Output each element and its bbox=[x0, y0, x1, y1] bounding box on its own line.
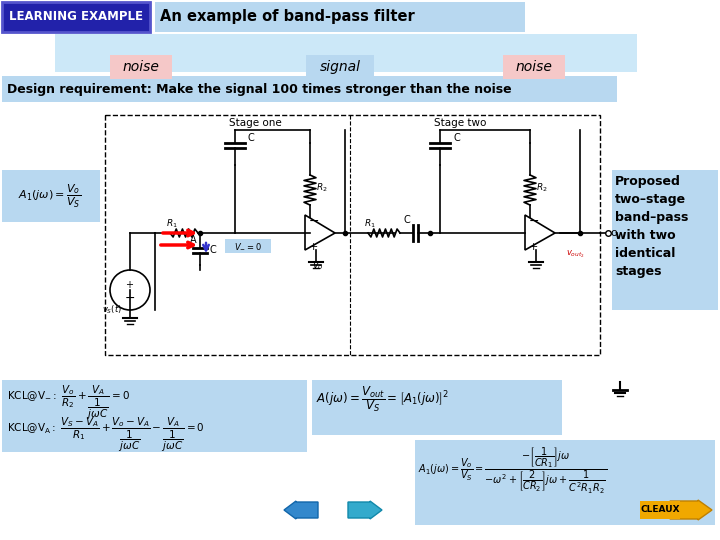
Text: A: A bbox=[189, 235, 197, 245]
Text: $A_1(j\omega)=\dfrac{V_o}{V_S}=\dfrac{-\left[\dfrac{1}{CR_1}\right]j\omega}{-\om: $A_1(j\omega)=\dfrac{V_o}{V_S}=\dfrac{-\… bbox=[418, 445, 607, 496]
Text: $\mathrm{KCL@V_A:}\ \dfrac{V_S-V_A}{R_1}+\dfrac{V_o-V_A}{\dfrac{1}{j\omega C}}-\: $\mathrm{KCL@V_A:}\ \dfrac{V_S-V_A}{R_1}… bbox=[7, 416, 204, 454]
Text: C: C bbox=[248, 133, 255, 143]
Text: $-$: $-$ bbox=[125, 291, 135, 303]
Text: $A(j\omega)=\dfrac{V_{out}}{V_S}=\left[A_1(j\omega)\right]^2$: $A(j\omega)=\dfrac{V_{out}}{V_S}=\left[A… bbox=[316, 384, 449, 414]
Text: o: o bbox=[610, 228, 617, 238]
FancyArrow shape bbox=[348, 501, 382, 519]
Text: $-$: $-$ bbox=[528, 213, 539, 226]
FancyBboxPatch shape bbox=[503, 55, 565, 79]
FancyBboxPatch shape bbox=[640, 501, 680, 519]
Text: $v_o$: $v_o$ bbox=[312, 260, 324, 272]
Text: noise: noise bbox=[122, 60, 159, 74]
Text: $R_1$: $R_1$ bbox=[364, 218, 376, 230]
Text: $v_S(t)$: $v_S(t)$ bbox=[102, 303, 122, 316]
Text: $R_2$: $R_2$ bbox=[536, 182, 548, 194]
Text: $\mathrm{KCL@V_{-}:}\ \dfrac{V_o}{R_2}+\dfrac{V_A}{\dfrac{1}{j\omega C}}=0$: $\mathrm{KCL@V_{-}:}\ \dfrac{V_o}{R_2}+\… bbox=[7, 384, 130, 422]
Text: LEARNING EXAMPLE: LEARNING EXAMPLE bbox=[9, 10, 143, 24]
Text: Proposed
two–stage
band–pass
with two
identical
stages: Proposed two–stage band–pass with two id… bbox=[615, 175, 688, 278]
FancyBboxPatch shape bbox=[2, 170, 100, 222]
Text: $+$: $+$ bbox=[308, 240, 318, 252]
Text: C: C bbox=[210, 245, 217, 255]
FancyArrow shape bbox=[670, 500, 712, 520]
FancyBboxPatch shape bbox=[110, 55, 172, 79]
FancyBboxPatch shape bbox=[2, 380, 307, 452]
Text: Stage two: Stage two bbox=[434, 118, 486, 128]
FancyArrow shape bbox=[284, 501, 318, 519]
Text: An example of band-pass filter: An example of band-pass filter bbox=[160, 10, 415, 24]
Text: Design requirement: Make the signal 100 times stronger than the noise: Design requirement: Make the signal 100 … bbox=[7, 83, 512, 96]
Text: Stage one: Stage one bbox=[229, 118, 282, 128]
Text: $R_2$: $R_2$ bbox=[316, 182, 328, 194]
Text: $+$: $+$ bbox=[528, 240, 538, 252]
Text: $+$: $+$ bbox=[125, 280, 135, 291]
Text: C: C bbox=[453, 133, 460, 143]
Text: signal: signal bbox=[320, 60, 361, 74]
Text: $V_{-}=0$: $V_{-}=0$ bbox=[234, 241, 262, 251]
FancyBboxPatch shape bbox=[2, 76, 617, 102]
Text: $-$: $-$ bbox=[308, 213, 319, 226]
FancyBboxPatch shape bbox=[155, 2, 525, 32]
FancyBboxPatch shape bbox=[312, 380, 562, 435]
Text: CLEAUX: CLEAUX bbox=[640, 505, 680, 515]
FancyBboxPatch shape bbox=[55, 34, 637, 72]
Text: $A_1(j\omega)=\dfrac{V_o}{V_S}$: $A_1(j\omega)=\dfrac{V_o}{V_S}$ bbox=[19, 183, 81, 210]
FancyBboxPatch shape bbox=[306, 55, 374, 79]
FancyBboxPatch shape bbox=[0, 104, 720, 379]
FancyBboxPatch shape bbox=[415, 440, 715, 525]
FancyBboxPatch shape bbox=[2, 2, 150, 32]
FancyBboxPatch shape bbox=[612, 170, 718, 310]
Polygon shape bbox=[525, 215, 555, 250]
Text: C: C bbox=[404, 215, 410, 225]
Text: noise: noise bbox=[516, 60, 552, 74]
Text: $R_1$: $R_1$ bbox=[166, 218, 178, 230]
Polygon shape bbox=[305, 215, 335, 250]
Text: $v_{out_2}$: $v_{out_2}$ bbox=[566, 248, 585, 260]
FancyBboxPatch shape bbox=[225, 239, 271, 253]
